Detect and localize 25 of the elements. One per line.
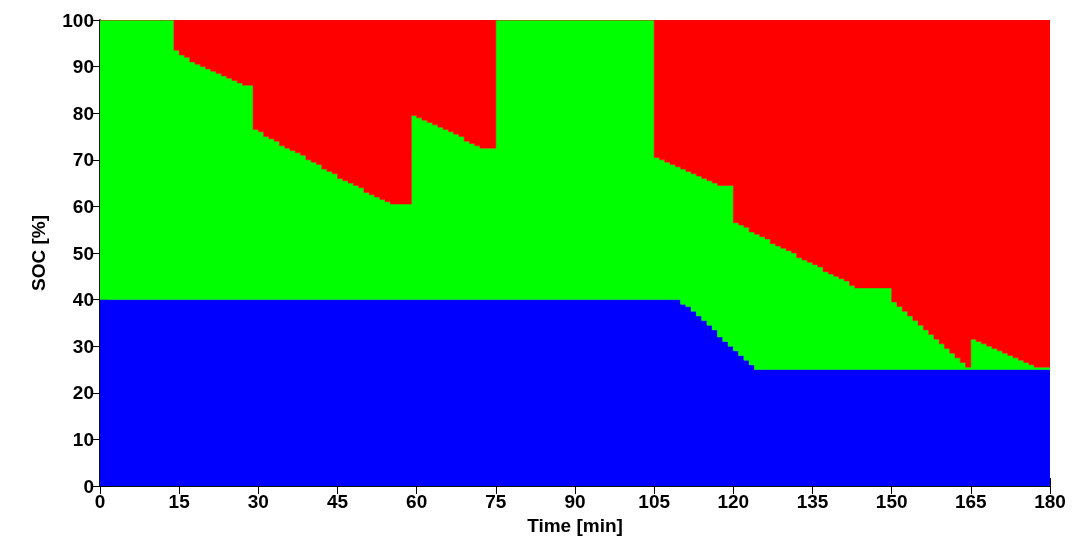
- y-axis-title: SOC [%]: [28, 215, 49, 291]
- y-tick-label: 60: [72, 195, 94, 217]
- x-tick-label: 165: [954, 491, 988, 512]
- x-tick-label: 90: [564, 491, 586, 512]
- x-tick-label: 30: [247, 491, 269, 512]
- y-tick-label: 20: [72, 382, 94, 404]
- y-tick-label: 70: [72, 149, 94, 171]
- x-tick-label: 45: [326, 491, 349, 512]
- x-tick-label: 105: [638, 491, 671, 512]
- y-tick-label: 30: [72, 335, 94, 357]
- x-tick-label: 135: [796, 491, 829, 512]
- y-tick-label: 0: [83, 475, 94, 497]
- y-tick-label: 40: [72, 289, 94, 311]
- x-tick-label: 15: [168, 491, 191, 512]
- x-tick-label: 60: [406, 491, 428, 512]
- y-tick-label: 50: [72, 242, 94, 264]
- x-tick-label: 150: [875, 491, 908, 512]
- y-tick-label: 10: [72, 428, 94, 450]
- x-tick-label: 75: [485, 491, 507, 512]
- x-axis-title: Time [min]: [527, 515, 623, 536]
- y-tick-label: 90: [72, 56, 94, 78]
- y-tick-label: 80: [72, 102, 94, 124]
- y-tick-label: 100: [62, 9, 94, 31]
- x-tick-label: 120: [717, 491, 750, 512]
- x-tick-label: 180: [1034, 491, 1066, 512]
